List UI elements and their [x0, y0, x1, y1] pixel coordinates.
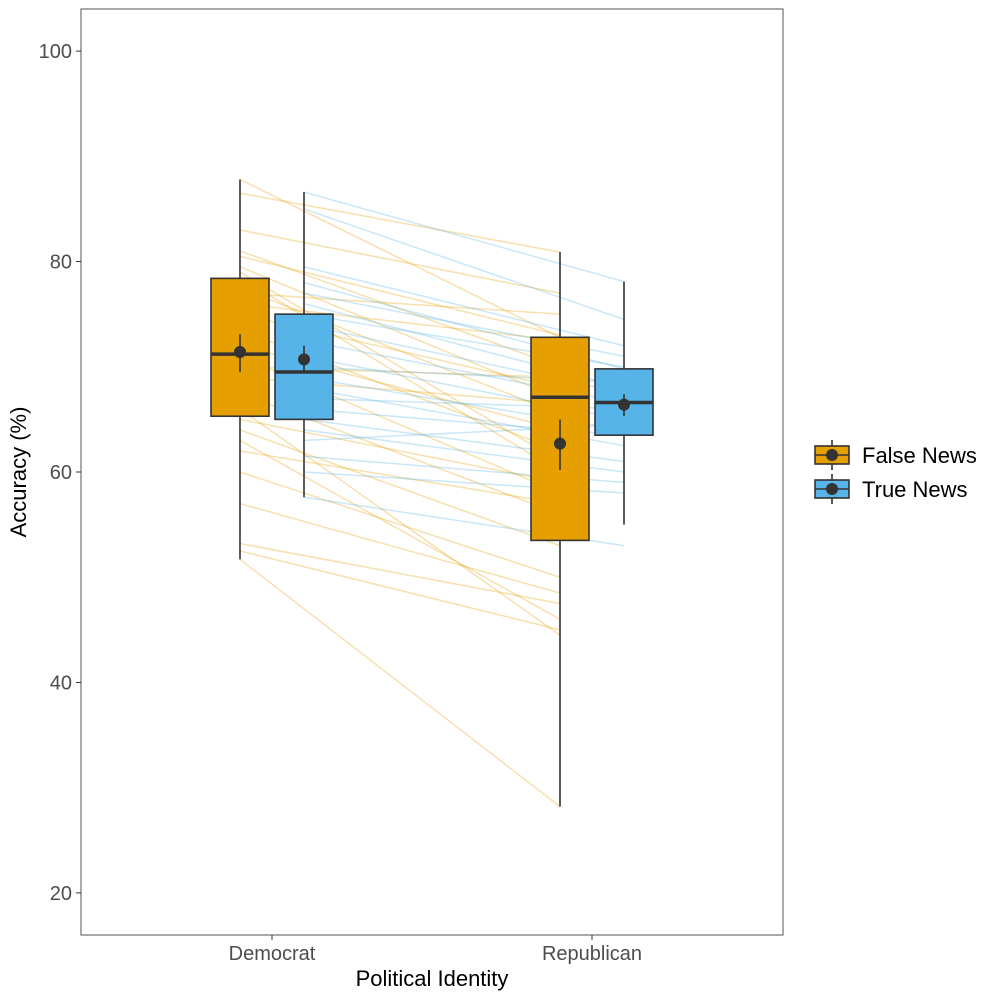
participant-line	[239, 418, 561, 484]
y-tick-label: 80	[50, 252, 72, 274]
participant-line	[239, 266, 561, 400]
box	[530, 336, 590, 542]
participant-line	[239, 250, 561, 368]
participant-line	[239, 287, 561, 415]
y-tick-label: 100	[39, 41, 72, 63]
y-axis: 20 40 60 80 100	[39, 41, 81, 905]
participant-line	[239, 178, 561, 338]
participant-line	[239, 292, 561, 315]
participant-line	[239, 471, 561, 578]
participant-line	[239, 550, 561, 631]
legend-label: True News	[862, 477, 968, 502]
legend-label: False News	[862, 443, 977, 468]
participant-line	[239, 302, 561, 342]
participant-line	[303, 208, 625, 321]
mean-point	[298, 353, 310, 366]
y-axis-title: Accuracy (%)	[6, 407, 31, 538]
participant-line	[303, 191, 625, 283]
y-tick-label: 40	[50, 672, 72, 694]
x-axis-title: Political Identity	[356, 966, 509, 991]
participant-line	[239, 276, 561, 473]
y-tick-label: 60	[50, 462, 72, 484]
participant-line	[239, 408, 561, 636]
plot-panel-border	[80, 8, 784, 936]
legend-point	[826, 483, 838, 495]
x-tick-label: Republican	[542, 943, 642, 965]
participant-line	[239, 439, 561, 620]
legend-point	[826, 449, 838, 461]
participant-line	[239, 192, 561, 253]
legend: False News True News	[814, 440, 977, 504]
mean-point	[618, 398, 630, 411]
x-tick-label: Democrat	[229, 943, 316, 965]
mean-point	[234, 346, 246, 359]
participant-line	[239, 502, 561, 594]
participant-line	[239, 450, 561, 505]
participant-line	[239, 542, 561, 605]
participant-line	[239, 255, 561, 336]
x-axis: Democrat Republican	[229, 935, 642, 965]
participant-line	[239, 558, 561, 808]
participant-line	[303, 266, 625, 347]
participant-line	[239, 271, 561, 463]
y-tick-label: 20	[50, 883, 72, 905]
participant-line	[239, 229, 561, 294]
mean-point	[554, 437, 566, 450]
participant-line	[239, 429, 561, 547]
boxplots	[210, 179, 654, 807]
